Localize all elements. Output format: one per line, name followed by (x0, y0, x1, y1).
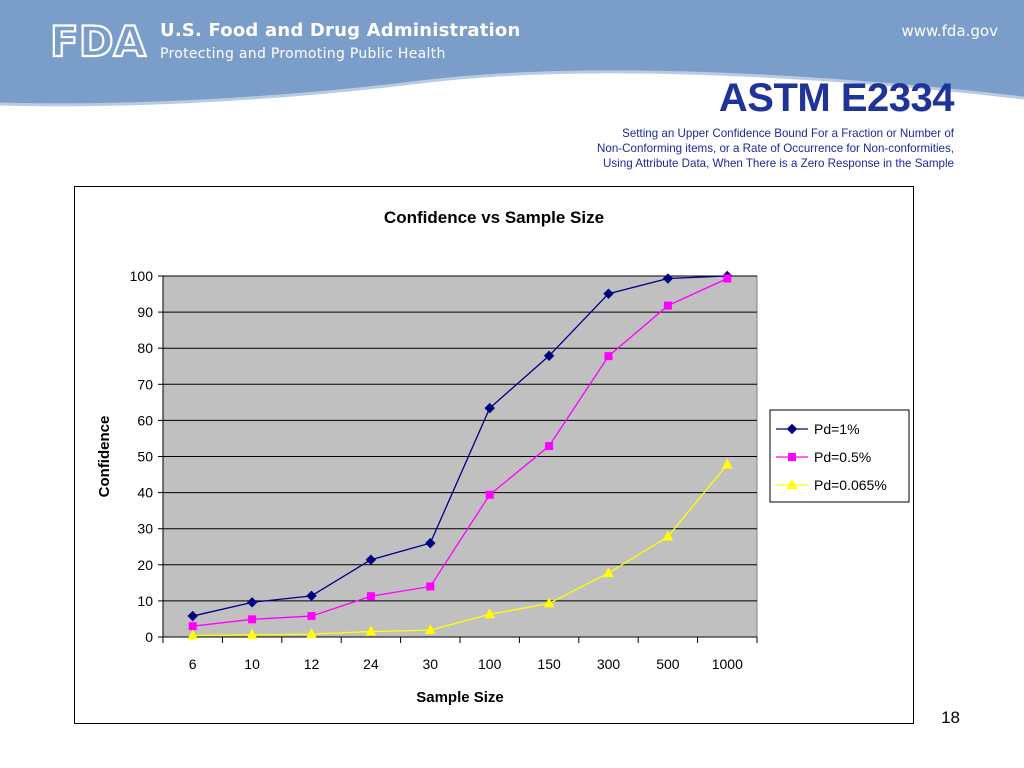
svg-text:FDA: FDA (50, 18, 147, 62)
data-point-s0-3 (365, 554, 377, 565)
series-line-2 (192, 464, 728, 637)
slide-title: ASTM E2334 (718, 76, 955, 120)
x-axis-title: Sample Size (416, 689, 504, 706)
y-tick-label: 70 (137, 376, 153, 392)
legend-label: Pd=1% (814, 421, 860, 437)
y-tick-label: 10 (137, 593, 153, 609)
fda-logo: FDA (50, 18, 148, 62)
data-point-s2-9 (721, 458, 733, 469)
data-point-s2-7 (603, 567, 614, 578)
slide-subtitle: Setting an Upper Confidence Bound For a … (597, 127, 954, 170)
x-tick-label: 100 (478, 656, 502, 672)
y-axis-title: Confidence (96, 416, 113, 498)
data-point-s2-2 (306, 628, 317, 639)
data-point-s1-2 (307, 612, 316, 621)
chart-title: Confidence vs Sample Size (384, 208, 604, 227)
data-point-s2-6 (543, 597, 555, 608)
legend-label: Pd=0.065% (814, 477, 887, 493)
x-tick-label: 12 (304, 656, 320, 672)
data-point-s1-1 (248, 615, 257, 624)
x-tick-label: 300 (597, 656, 621, 672)
agency-name: U.S. Food and Drug Administration (160, 20, 521, 41)
data-point-s2-3 (365, 625, 377, 636)
x-tick-label: 10 (244, 656, 260, 672)
data-point-s0-6 (543, 350, 555, 361)
x-tick-label: 500 (656, 656, 680, 672)
data-point-s2-1 (246, 628, 258, 639)
x-tick-label: 6 (189, 656, 197, 672)
y-tick-label: 80 (137, 340, 153, 356)
data-point-s0-4 (425, 537, 436, 549)
data-point-s0-2 (306, 590, 317, 602)
legend-label: Pd=0.5% (814, 449, 871, 465)
slide-number: 18 (941, 708, 960, 727)
data-point-s0-1 (246, 597, 258, 608)
series-line-1 (192, 277, 728, 627)
data-point-s1-4 (426, 582, 435, 591)
y-tick-label: 100 (130, 268, 154, 284)
data-point-s0-5 (484, 402, 495, 414)
y-tick-label: 30 (137, 521, 153, 537)
legend-marker (788, 453, 796, 461)
data-point-s1-3 (366, 592, 375, 601)
x-tick-label: 30 (423, 656, 439, 672)
chart: 0 10 20 30 40 50 60 70 80 90 100 6 10 12 24 30 100 150 300… (96, 208, 910, 706)
data-point-s0-7 (603, 288, 614, 299)
data-point-s1-8 (663, 301, 672, 310)
legend-marker (786, 478, 798, 489)
data-point-s1-9 (723, 274, 732, 283)
data-point-s1-0 (188, 622, 197, 631)
data-point-s0-0 (187, 610, 198, 622)
y-tick-label: 90 (137, 304, 153, 320)
y-tick-label: 20 (137, 557, 153, 573)
x-tick-label: 24 (363, 656, 379, 672)
y-tick-label: 50 (137, 449, 153, 465)
legend-marker (786, 423, 798, 435)
data-point-s2-8 (662, 530, 674, 541)
y-tick-label: 40 (137, 485, 153, 501)
data-point-s2-4 (424, 624, 436, 635)
series-line-0 (192, 275, 728, 617)
data-point-s2-5 (484, 608, 496, 619)
agency-tagline: Protecting and Promoting Public Health (160, 46, 446, 62)
x-tick-label: 1000 (712, 656, 743, 672)
y-tick-label: 0 (145, 629, 153, 645)
site-url[interactable]: www.fda.gov (901, 22, 998, 40)
x-tick-label: 150 (537, 656, 561, 672)
y-tick-label: 60 (137, 412, 153, 428)
data-point-s2-0 (187, 629, 199, 640)
data-point-s1-6 (545, 442, 554, 451)
data-point-s1-7 (604, 352, 613, 361)
header-banner (0, 0, 1024, 107)
data-point-s0-8 (662, 273, 674, 284)
data-point-s1-5 (485, 490, 494, 499)
